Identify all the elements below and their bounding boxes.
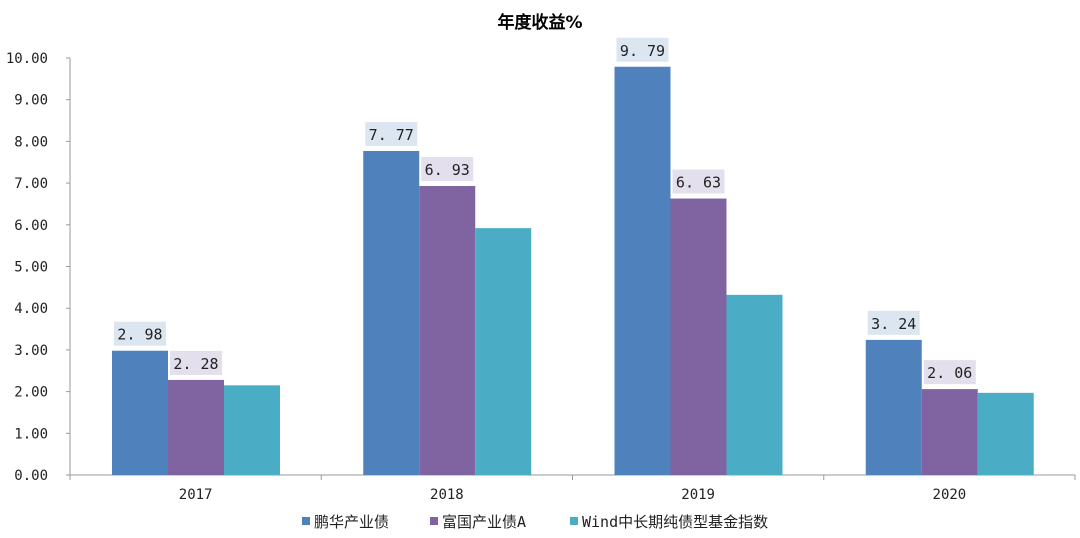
data-label-bg: [365, 121, 418, 146]
legend-label: 鹏华产业债: [314, 513, 389, 531]
data-label: 3. 24: [871, 315, 916, 333]
x-tick-label: 2017: [179, 487, 213, 503]
legend-swatch: [570, 517, 578, 525]
data-label: 9. 79: [620, 42, 665, 60]
legend-swatch: [302, 517, 310, 525]
y-tick-label: 8.00: [14, 134, 48, 150]
data-label: 2. 06: [927, 364, 972, 382]
y-tick-label: 3.00: [14, 343, 48, 359]
data-label: 2. 28: [173, 355, 218, 373]
chart-title: 年度收益%: [497, 12, 582, 33]
y-tick-label: 2.00: [14, 385, 48, 401]
bar: [670, 198, 727, 476]
x-tick-label: 2020: [933, 487, 967, 503]
data-label: 6. 63: [676, 174, 721, 192]
y-tick-label: 1.00: [14, 426, 48, 442]
y-tick-label: 6.00: [14, 218, 48, 234]
data-label-bg: [421, 157, 474, 182]
y-tick-label: 4.00: [14, 301, 48, 317]
y-tick-label: 0.00: [14, 468, 48, 484]
bar: [224, 385, 280, 475]
data-label: 2. 98: [117, 326, 162, 344]
bar: [419, 186, 476, 476]
x-tick-label: 2018: [430, 487, 464, 503]
y-tick-label: 10.00: [6, 51, 48, 67]
bar: [475, 228, 532, 475]
legend-label: 富国产业债A: [442, 513, 526, 531]
data-label-bg: [114, 321, 166, 346]
y-tick-label: 9.00: [14, 93, 48, 109]
data-label-bg: [923, 360, 976, 385]
data-label-bg: [672, 169, 725, 194]
bar: [168, 379, 224, 475]
bar: [977, 392, 1034, 475]
y-tick-label: 7.00: [14, 176, 48, 192]
data-label-bg: [867, 310, 920, 335]
bar: [363, 150, 420, 475]
bar: [614, 66, 671, 475]
bar: [865, 339, 922, 475]
data-label-bg: [616, 37, 669, 62]
legend-label: Wind中长期纯债型基金指数: [582, 513, 768, 531]
bar: [921, 389, 978, 475]
bar: [726, 294, 783, 475]
x-tick-label: 2019: [681, 487, 715, 503]
data-label: 6. 93: [425, 161, 470, 179]
bar: [112, 350, 168, 475]
data-label-bg: [170, 350, 222, 375]
legend-swatch: [430, 517, 438, 525]
y-tick-label: 5.00: [14, 260, 48, 276]
data-label: 7. 77: [369, 126, 414, 144]
